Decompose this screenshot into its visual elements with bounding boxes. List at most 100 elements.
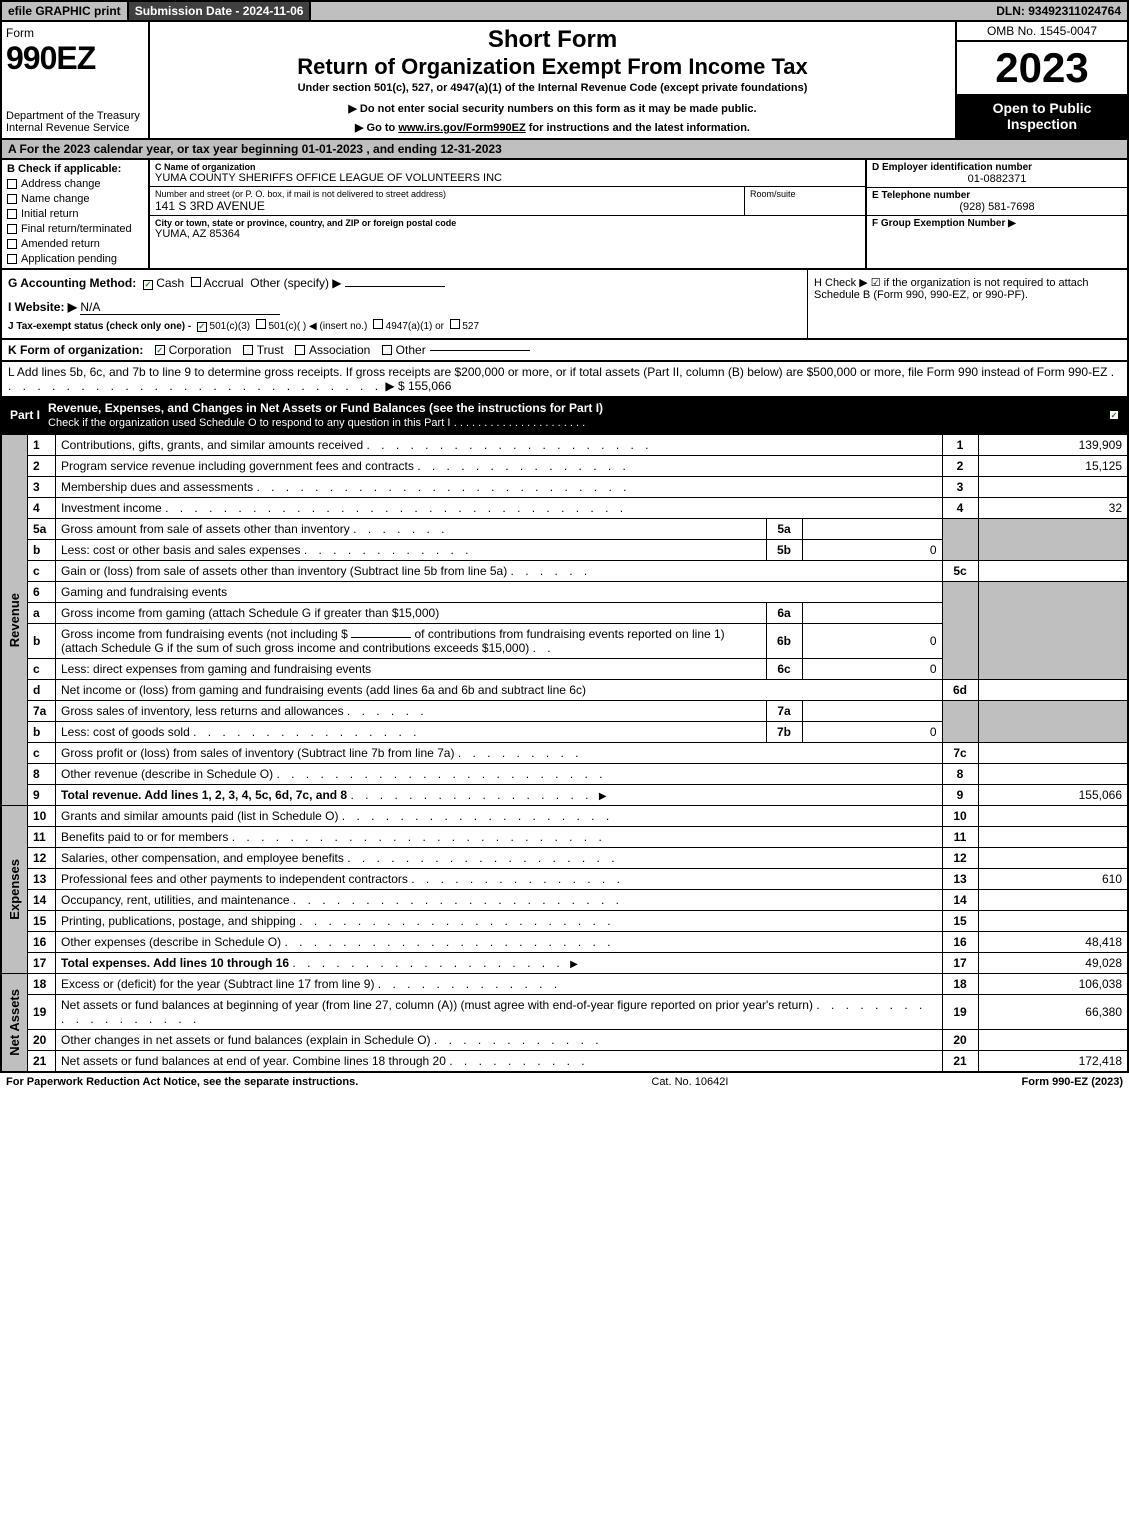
final-return-label: Final return/terminated: [21, 223, 132, 235]
accrual-checkbox[interactable]: [191, 277, 201, 287]
footer-right: Form 990-EZ (2023): [1022, 1076, 1123, 1088]
table-row: Net Assets 18 Excess or (deficit) for th…: [1, 974, 1128, 995]
line-10-desc: Grants and similar amounts paid (list in…: [61, 809, 338, 823]
page-footer: For Paperwork Reduction Act Notice, see …: [0, 1073, 1129, 1091]
4947a1-checkbox[interactable]: [373, 319, 383, 329]
line-l-text: L Add lines 5b, 6c, and 7b to line 9 to …: [8, 365, 1107, 379]
corporation-checkbox[interactable]: [155, 345, 165, 355]
column-b-check-applicable: B Check if applicable: Address change Na…: [2, 160, 150, 268]
line-1-rl: 1: [942, 435, 978, 456]
table-row: 17 Total expenses. Add lines 10 through …: [1, 953, 1128, 974]
cash-checkbox[interactable]: [143, 280, 153, 290]
line-14-rv: [978, 890, 1128, 911]
line-4-rv: 32: [978, 498, 1128, 519]
efile-graphic-print[interactable]: efile GRAPHIC print: [2, 2, 129, 20]
line-20-num: 20: [28, 1030, 56, 1051]
irs-link[interactable]: www.irs.gov/Form990EZ: [398, 122, 525, 134]
line-17-rv: 49,028: [978, 953, 1128, 974]
line-5b-mv: 0: [802, 540, 942, 561]
line-14-num: 14: [28, 890, 56, 911]
line-1-num: 1: [28, 435, 56, 456]
table-row: 8 Other revenue (describe in Schedule O)…: [1, 764, 1128, 785]
line-l-value: 155,066: [408, 379, 451, 393]
section-ghi: G Accounting Method: Cash Accrual Other …: [0, 270, 1129, 340]
part-1-title: Revenue, Expenses, and Changes in Net As…: [48, 401, 603, 415]
line-6c-num: c: [28, 659, 56, 680]
line-21-rl: 21: [942, 1051, 978, 1073]
line-7b-desc: Less: cost of goods sold: [61, 725, 190, 739]
line-5b-num: b: [28, 540, 56, 561]
address-change-checkbox[interactable]: [7, 179, 17, 189]
line-9-num: 9: [28, 785, 56, 806]
name-change-label: Name change: [21, 193, 90, 205]
line-3-desc: Membership dues and assessments: [61, 480, 253, 494]
accrual-label: Accrual: [204, 276, 244, 290]
j-tax-exempt-label: J Tax-exempt status (check only one) -: [8, 321, 191, 332]
line-5c-rv: [978, 561, 1128, 582]
501c-checkbox[interactable]: [256, 319, 266, 329]
line-6b-desc1: Gross income from fundraising events (no…: [61, 627, 348, 641]
other-org-blank: [430, 350, 530, 351]
open-to-public: Open to Public Inspection: [957, 96, 1127, 138]
line-3-num: 3: [28, 477, 56, 498]
line-16-num: 16: [28, 932, 56, 953]
topbar: efile GRAPHIC print Submission Date - 20…: [0, 0, 1129, 22]
application-pending-checkbox[interactable]: [7, 254, 17, 264]
telephone-cell: E Telephone number (928) 581-7698: [867, 188, 1127, 216]
table-row: Revenue 1 Contributions, gifts, grants, …: [1, 435, 1128, 456]
527-checkbox[interactable]: [450, 319, 460, 329]
part-1-lines-table: Revenue 1 Contributions, gifts, grants, …: [0, 434, 1129, 1073]
corporation-label: Corporation: [169, 343, 232, 357]
schedule-o-checkbox[interactable]: [1109, 410, 1119, 420]
line-2-rv: 15,125: [978, 456, 1128, 477]
501c-label: 501(c)(: [268, 321, 300, 332]
line-2-rl: 2: [942, 456, 978, 477]
block-bcd: B Check if applicable: Address change Na…: [0, 160, 1129, 270]
line-6-desc: Gaming and fundraising events: [56, 582, 943, 603]
final-return-checkbox[interactable]: [7, 224, 17, 234]
line-19-rl: 19: [942, 995, 978, 1030]
501c3-checkbox[interactable]: [197, 322, 207, 332]
line-15-desc: Printing, publications, postage, and shi…: [61, 914, 296, 928]
room-suite-label: Room/suite: [750, 189, 860, 199]
association-checkbox[interactable]: [295, 345, 305, 355]
527-label: 527: [462, 321, 479, 332]
line-4-desc: Investment income: [61, 501, 162, 515]
line-10-num: 10: [28, 806, 56, 827]
line-17-desc: Total expenses. Add lines 10 through 16: [61, 956, 289, 970]
line-7a-desc: Gross sales of inventory, less returns a…: [61, 704, 344, 718]
line-5b-desc: Less: cost or other basis and sales expe…: [61, 543, 300, 557]
line-3-rl: 3: [942, 477, 978, 498]
ein-label: D Employer identification number: [872, 162, 1122, 173]
table-row: 15 Printing, publications, postage, and …: [1, 911, 1128, 932]
line-17-rl: 17: [942, 953, 978, 974]
initial-return-checkbox[interactable]: [7, 209, 17, 219]
line-5b-ml: 5b: [766, 540, 802, 561]
g-label: G Accounting Method:: [8, 276, 136, 290]
address-change-label: Address change: [21, 178, 101, 190]
line-12-desc: Salaries, other compensation, and employ…: [61, 851, 344, 865]
city-cell: City or town, state or province, country…: [150, 216, 865, 242]
line-14-rl: 14: [942, 890, 978, 911]
other-org-label: Other: [396, 343, 426, 357]
line-6b-mv: 0: [802, 624, 942, 659]
name-change-checkbox[interactable]: [7, 194, 17, 204]
table-row: 20 Other changes in net assets or fund b…: [1, 1030, 1128, 1051]
submission-date-button[interactable]: Submission Date - 2024-11-06: [129, 2, 312, 20]
line-2-desc: Program service revenue including govern…: [61, 459, 414, 473]
line-6d-rv: [978, 680, 1128, 701]
line-10-rl: 10: [942, 806, 978, 827]
line-6a-mv: [802, 603, 942, 624]
trust-checkbox[interactable]: [243, 345, 253, 355]
form-word: Form: [6, 26, 144, 40]
line-13-rv: 610: [978, 869, 1128, 890]
4947a1-label: 4947(a)(1) or: [386, 321, 444, 332]
line-7b-mv: 0: [802, 722, 942, 743]
line-16-desc: Other expenses (describe in Schedule O): [61, 935, 281, 949]
line-21-desc: Net assets or fund balances at end of ye…: [61, 1054, 446, 1068]
other-org-checkbox[interactable]: [382, 345, 392, 355]
line-10-rv: [978, 806, 1128, 827]
i-website-label: I Website: ▶: [8, 300, 77, 314]
line-6-num: 6: [28, 582, 56, 603]
amended-return-checkbox[interactable]: [7, 239, 17, 249]
